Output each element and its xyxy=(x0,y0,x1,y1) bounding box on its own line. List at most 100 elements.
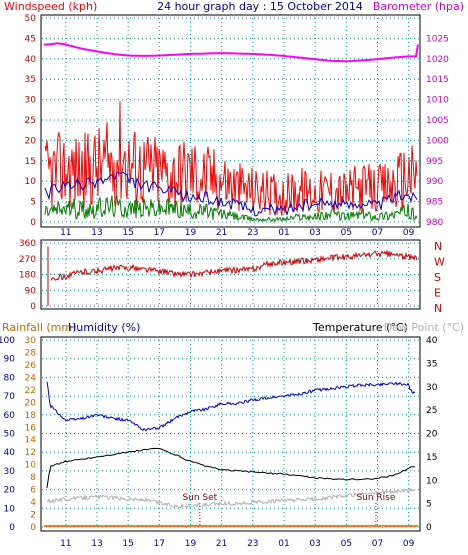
windspeed-tick-label: 50 xyxy=(25,14,37,24)
wind-x-tick-label: 23 xyxy=(247,228,258,238)
temperature-tick-label: 40 xyxy=(426,336,438,346)
humidity-tick-label: 90 xyxy=(4,355,16,365)
sunrise-label: Sun Rise xyxy=(356,493,395,503)
direction-tick-label: 270 xyxy=(19,255,36,265)
wind-x-tick-label: 11 xyxy=(60,228,71,238)
windspeed-gust-line xyxy=(44,101,418,216)
windspeed-tick-label: 10 xyxy=(25,177,37,187)
rainfall-tick-label: 22 xyxy=(25,386,36,396)
windspeed-tick-label: 25 xyxy=(25,116,36,126)
wind-average-line xyxy=(44,171,418,217)
chart-title: 24 hour graph day : 15 October 2014 xyxy=(157,0,363,13)
direction-tick-label: 180 xyxy=(19,271,36,281)
wind-x-tick-label: 21 xyxy=(216,228,227,238)
rainfall-tick-label: 18 xyxy=(25,411,37,421)
rainfall-tick-label: 26 xyxy=(25,361,37,371)
rainfall-tick-label: 30 xyxy=(25,336,37,346)
barometer-tick-label: 1010 xyxy=(426,96,449,106)
temp-x-tick-label: 05 xyxy=(341,539,352,549)
barometer-tick-label: 985 xyxy=(426,198,443,208)
barometer-tick-label: 1000 xyxy=(426,136,449,146)
wind-x-tick-label: 07 xyxy=(372,228,383,238)
humidity-tick-label: 40 xyxy=(4,448,16,458)
temp-x-tick-label: 07 xyxy=(372,539,383,549)
windspeed-tick-label: 15 xyxy=(25,157,36,167)
barometer-tick-label: 1015 xyxy=(426,75,449,85)
barometer-tick-label: 1020 xyxy=(426,55,449,65)
direction-tick-label: 360 xyxy=(19,239,36,249)
barometer-tick-label: 990 xyxy=(426,177,443,187)
compass-label: W xyxy=(434,256,445,269)
humidity-tick-label: 50 xyxy=(4,430,16,440)
grid-layer xyxy=(42,17,419,528)
windspeed-axis-title: Windspeed (kph) xyxy=(4,0,97,13)
temperature-axis-title: Temperature (°C) xyxy=(312,321,408,334)
windspeed-tick-label: 35 xyxy=(25,75,36,85)
direction-tick-label: 90 xyxy=(25,286,37,296)
barometer-line xyxy=(44,42,419,63)
humidity-tick-label: 80 xyxy=(4,373,16,383)
barometer-tick-label: 995 xyxy=(426,157,443,167)
barometer-tick-label: 1025 xyxy=(426,34,449,44)
temp-x-tick-label: 13 xyxy=(91,539,102,549)
temperature-tick-label: 35 xyxy=(426,359,437,369)
humidity-tick-label: 10 xyxy=(4,504,16,514)
rainfall-axis-title: Rainfall (mm) xyxy=(2,321,76,334)
direction-tick-label: 0 xyxy=(30,302,36,312)
barometer-tick-label: 1005 xyxy=(426,116,449,126)
rainfall-tick-label: 6 xyxy=(30,486,36,496)
temp-x-tick-label: 21 xyxy=(216,539,227,549)
rainfall-tick-label: 10 xyxy=(25,461,37,471)
wind-x-tick-label: 09 xyxy=(403,228,415,238)
temperature-tick-label: 25 xyxy=(426,406,437,416)
humidity-tick-label: 30 xyxy=(4,467,16,477)
wind-green-line xyxy=(44,194,418,223)
compass-label: N xyxy=(434,302,442,315)
rainfall-tick-label: 14 xyxy=(25,436,37,446)
windspeed-tick-label: 40 xyxy=(25,55,37,65)
temp-x-tick-label: 03 xyxy=(309,539,320,549)
temp-x-tick-label: 23 xyxy=(247,539,258,549)
windspeed-tick-label: 5 xyxy=(30,198,36,208)
rainfall-tick-label: 4 xyxy=(30,498,36,508)
wind-x-tick-label: 15 xyxy=(122,228,133,238)
humidity-tick-label: 0 xyxy=(9,523,15,533)
wind-x-tick-label: 05 xyxy=(341,228,352,238)
rainfall-tick-label: 2 xyxy=(30,511,36,521)
sunset-label: Sun Set xyxy=(182,493,217,503)
dew-point-line xyxy=(46,487,416,509)
wind-direction-line xyxy=(50,249,418,281)
temperature-tick-label: 20 xyxy=(426,430,438,440)
wind-panel xyxy=(40,14,421,228)
wind-x-tick-label: 03 xyxy=(309,228,320,238)
temperature-tick-label: 30 xyxy=(426,383,438,393)
rainfall-tick-label: 24 xyxy=(25,373,37,383)
temperature-tick-label: 15 xyxy=(426,453,437,463)
rainfall-tick-label: 12 xyxy=(25,448,36,458)
humidity-axis-title: Humidity (%) xyxy=(68,321,140,334)
compass-label: E xyxy=(434,287,441,300)
wind-x-tick-label: 13 xyxy=(91,228,102,238)
temp-x-tick-label: 19 xyxy=(185,539,197,549)
temperature-tick-label: 5 xyxy=(426,500,432,510)
rainfall-tick-label: 16 xyxy=(25,423,37,433)
dewpoint-axis-title: Dew Point (°C) xyxy=(384,321,464,334)
rainfall-tick-label: 0 xyxy=(30,523,36,533)
windspeed-tick-label: 0 xyxy=(30,218,36,228)
rainfall-tick-label: 28 xyxy=(25,348,37,358)
humidity-tick-label: 20 xyxy=(4,486,16,496)
wind-x-tick-label: 01 xyxy=(278,228,289,238)
humidity-tick-label: 100 xyxy=(0,336,15,346)
temperature-line xyxy=(46,447,415,488)
windspeed-tick-label: 45 xyxy=(25,34,36,44)
windspeed-tick-label: 30 xyxy=(25,96,37,106)
humidity-tick-label: 70 xyxy=(4,392,16,402)
rainfall-tick-label: 20 xyxy=(25,398,37,408)
barometer-axis-title: Barometer (hpa) xyxy=(373,0,464,13)
temp-x-tick-label: 15 xyxy=(122,539,133,549)
barometer-tick-label: 980 xyxy=(426,218,443,228)
temp-x-tick-label: 01 xyxy=(278,539,289,549)
temperature-tick-label: 10 xyxy=(426,476,438,486)
